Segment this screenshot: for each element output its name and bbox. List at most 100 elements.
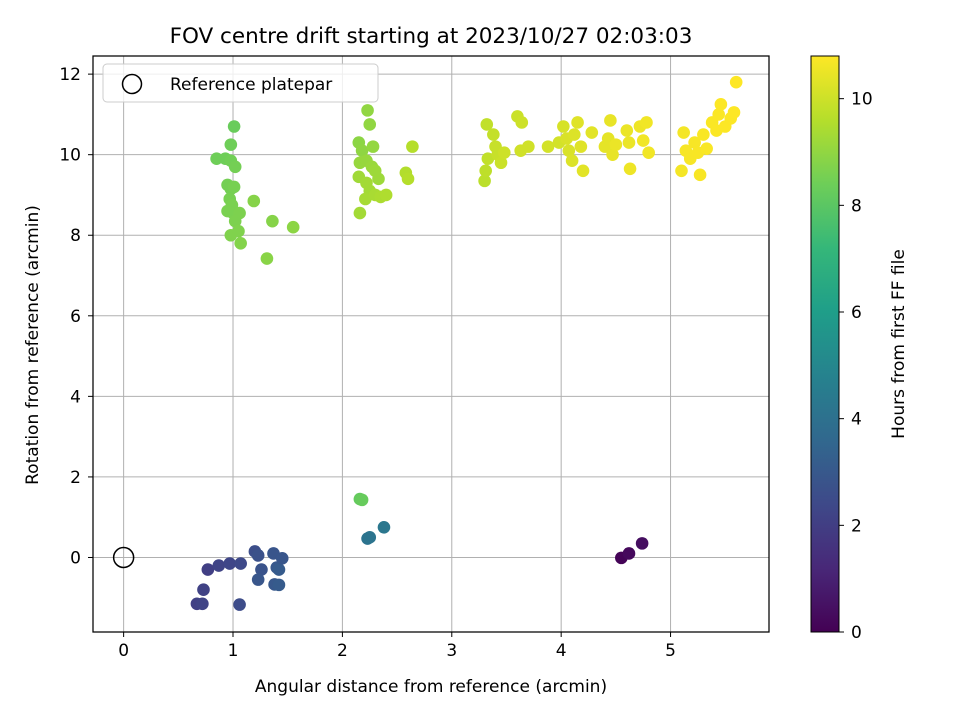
data-point [201,563,215,576]
data-point [228,160,242,174]
data-point [642,146,655,159]
data-point [377,520,391,534]
colorbar-ticks: 0 2 4 6 8 10 [839,90,873,643]
data-point [622,136,636,149]
data-point [212,559,226,572]
colorbar-label: Hours from first FF file [889,249,909,439]
data-point [227,180,241,194]
y-tick-label: 8 [70,226,81,246]
grid-lines [93,56,769,632]
legend-label: Reference platepar [170,75,332,95]
data-point [697,128,710,141]
data-point [700,142,713,155]
data-point [576,164,590,178]
x-tick-label: 1 [228,641,239,661]
y-tick-label: 4 [70,387,81,407]
data-point [372,172,385,186]
y-tick-label: 0 [70,548,81,568]
data-point [574,140,588,153]
legend-box [102,63,379,103]
data-point [557,120,570,133]
y-axis-label: Rotation from reference (arcmin) [23,205,43,485]
colorbar-tick-label: 2 [851,516,862,536]
data-point [714,98,728,111]
data-point [379,188,393,202]
data-point [606,148,619,161]
data-point [196,597,209,611]
data-point [260,252,274,265]
data-point [636,134,650,147]
data-point [522,140,535,153]
data-point [571,116,584,129]
data-point [677,126,690,139]
colorbar-tick-label: 0 [851,623,862,643]
data-point [272,563,286,576]
data-point [620,124,634,137]
data-point [286,220,300,234]
scatter-points [190,75,743,611]
x-tick-label: 4 [556,641,567,661]
data-point [401,172,415,186]
x-tick-label: 2 [337,641,348,661]
data-point [565,154,579,168]
data-point [712,108,725,121]
colorbar-tick-label: 4 [851,410,862,430]
data-point [479,164,492,178]
data-point [478,174,491,188]
data-point [197,583,210,597]
y-tick-label: 2 [70,468,81,488]
data-point [272,578,286,592]
y-tick-label: 12 [59,65,81,85]
y-tick-label: 6 [70,307,81,327]
data-point [251,549,265,562]
data-point [622,547,636,560]
data-point [494,156,508,170]
data-point [541,140,555,153]
data-point [275,551,289,565]
data-point [623,162,637,176]
chart-title: FOV centre drift starting at 2023/10/27 … [170,24,693,49]
data-point [255,563,268,576]
data-point [232,224,245,238]
data-point [227,120,241,133]
x-tick-label: 3 [446,641,457,661]
x-axis-ticks: 0 1 2 3 4 5 [118,632,676,661]
colorbar-gradient [810,55,840,633]
y-tick-label: 10 [59,146,81,166]
plot-frame [92,55,770,633]
data-point [363,118,377,131]
colorbar: 0 2 4 6 8 10 Hours from first FF file [810,55,909,643]
data-point [562,144,576,157]
data-point [266,214,279,228]
data-point [363,531,377,544]
data-point [635,537,649,550]
data-point [567,128,581,141]
data-point [487,128,500,141]
data-point [224,138,238,151]
data-point [693,168,707,182]
colorbar-tick-label: 6 [851,303,862,323]
reference-platepar-marker [112,546,135,569]
data-point [355,144,369,157]
data-point [234,557,247,570]
data-point [223,557,237,570]
x-tick-label: 5 [665,641,676,661]
data-point [251,573,265,586]
data-point [675,164,688,178]
colorbar-tick-label: 8 [851,196,862,216]
data-point [366,140,380,153]
data-point [353,206,367,220]
data-point [480,118,494,131]
data-point [359,192,372,206]
legend: Reference platepar [102,63,379,103]
data-point [729,75,743,89]
data-point [210,152,223,166]
data-point [481,152,495,166]
data-point [247,194,261,208]
colorbar-tick-label: 10 [851,90,873,110]
data-point [361,104,374,117]
data-point [233,598,246,611]
data-point [640,116,653,129]
data-point [585,126,599,139]
